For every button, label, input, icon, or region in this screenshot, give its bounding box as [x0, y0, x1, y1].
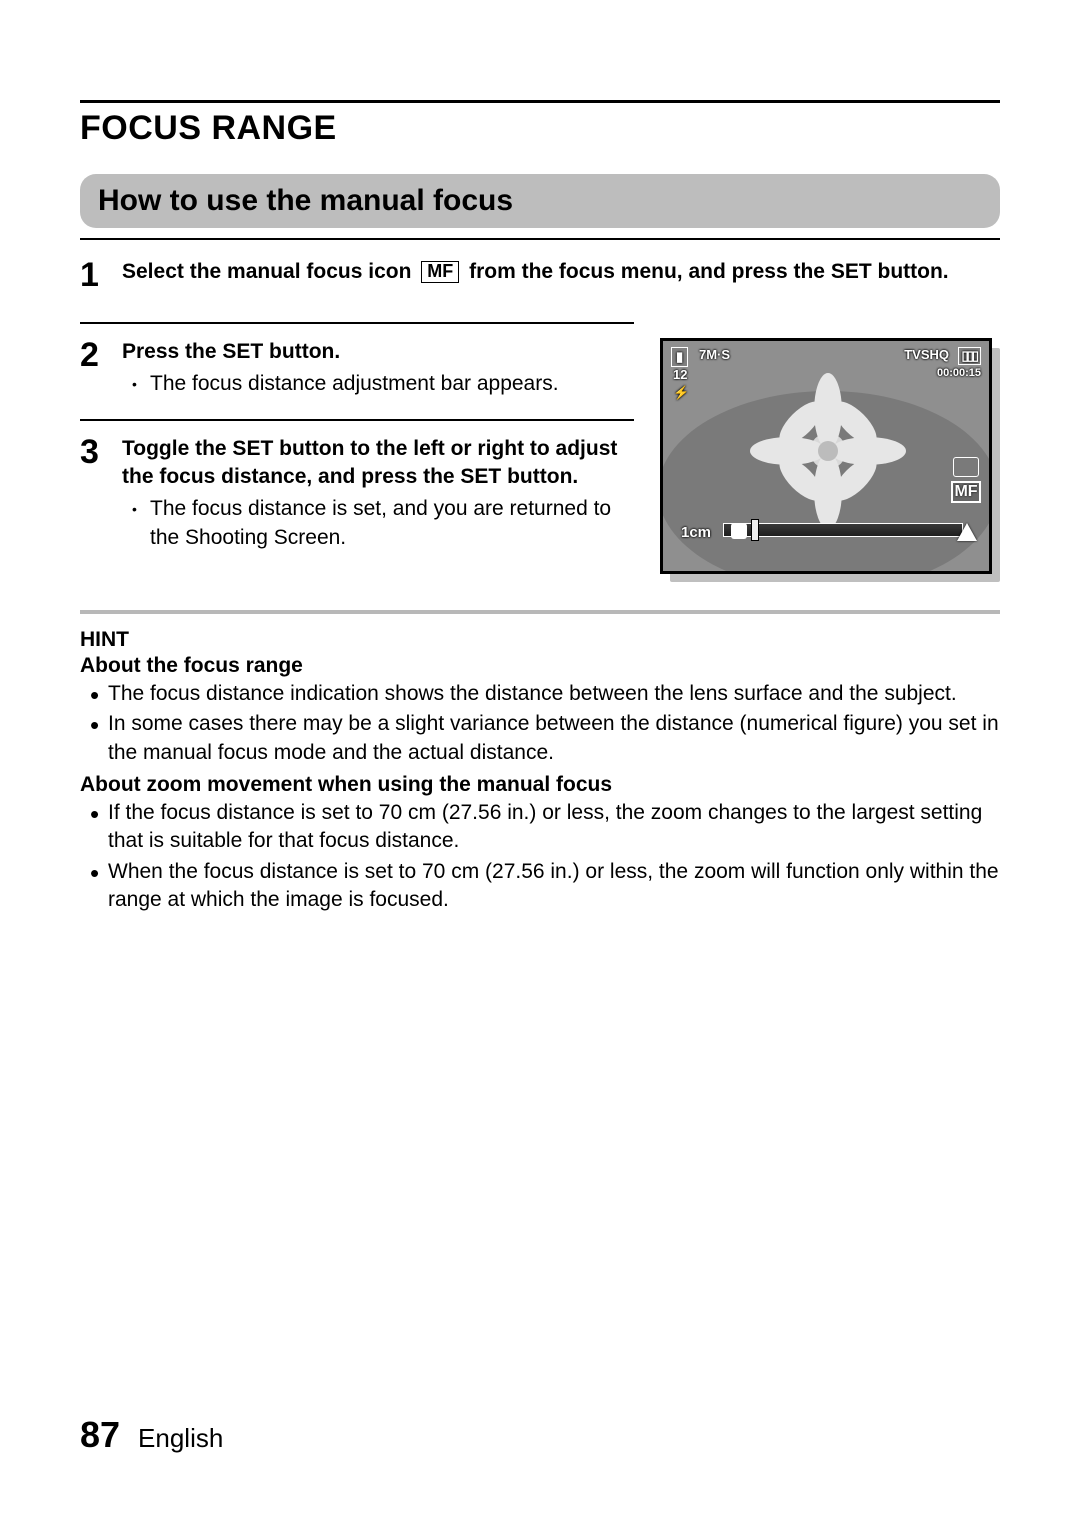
step-3-number: 3	[80, 435, 104, 469]
steps-2-3-row: 2 Press the SET button. The focus distan…	[80, 302, 1000, 574]
cam-time: 00:00:15	[937, 367, 981, 379]
camera-screen: ▮ 7M·S 12 ⚡ TVSHQ ▯▯▯ 00:00:15 MF 1cm	[660, 338, 992, 574]
focus-bar-knob	[751, 519, 759, 541]
bars-icon: ▯▯▯	[958, 347, 981, 365]
page-footer: 87 English	[80, 1414, 223, 1456]
focus-distance-label: 1cm	[681, 524, 711, 541]
hint-list-1: The focus distance indication shows the …	[80, 680, 1000, 767]
mf-icon: MF	[421, 261, 459, 283]
hint-bullet: When the focus distance is set to 70 cm …	[108, 858, 1000, 915]
macro-flower-icon	[731, 523, 747, 539]
focus-bar-track	[723, 523, 963, 537]
step-3: 3 Toggle the SET button to the left or r…	[80, 435, 634, 552]
cam-mode-7ms: 7M·S	[699, 347, 730, 362]
page-number: 87	[80, 1414, 120, 1456]
step-3-heading: Toggle the SET button to the left or rig…	[122, 435, 634, 492]
stabilizer-icon	[953, 457, 979, 477]
cam-count: 12	[673, 367, 687, 382]
rule-top	[80, 100, 1000, 103]
subtitle-bar: How to use the manual focus	[80, 174, 1000, 228]
battery-icon: ▮	[671, 347, 688, 367]
rule-under-subtitle	[80, 238, 1000, 240]
step-1-number: 1	[80, 258, 104, 292]
hint-title: HINT	[80, 628, 1000, 652]
step-2-sub: The focus distance adjustment bar appear…	[122, 370, 634, 398]
step-3-sub: The focus distance is set, and you are r…	[122, 495, 634, 552]
page-language: English	[138, 1423, 223, 1454]
hint-bullet: The focus distance indication shows the …	[108, 680, 1000, 708]
hint-sub-1: About the focus range	[80, 654, 1000, 678]
divider-before-step-3	[80, 419, 634, 421]
divider-before-step-2	[80, 322, 634, 324]
step-1-heading-before: Select the manual focus icon	[122, 260, 417, 283]
cam-tvshq: TVSHQ	[904, 347, 949, 362]
hint-bullet: In some cases there may be a slight vari…	[108, 710, 1000, 767]
step-2-number: 2	[80, 338, 104, 372]
step-1-heading-after: from the focus menu, and press the SET b…	[469, 260, 949, 283]
hint-sub-2: About zoom movement when using the manua…	[80, 773, 1000, 797]
hint-rule	[80, 610, 1000, 614]
step-1: 1 Select the manual focus icon MF from t…	[80, 258, 1000, 292]
subtitle: How to use the manual focus	[98, 184, 982, 218]
step-2-heading: Press the SET button.	[122, 338, 634, 366]
page-title: FOCUS RANGE	[80, 109, 1000, 148]
hint-bullet: If the focus distance is set to 70 cm (2…	[108, 799, 1000, 856]
hint-list-2: If the focus distance is set to 70 cm (2…	[80, 799, 1000, 914]
mf-badge: MF	[951, 481, 981, 503]
camera-figure: ▮ 7M·S 12 ⚡ TVSHQ ▯▯▯ 00:00:15 MF 1cm	[660, 338, 992, 574]
step-1-heading: Select the manual focus icon MF from the…	[122, 258, 1000, 286]
mountain-icon	[957, 523, 977, 541]
step-2: 2 Press the SET button. The focus distan…	[80, 338, 634, 399]
flash-icon: ⚡	[673, 385, 689, 401]
